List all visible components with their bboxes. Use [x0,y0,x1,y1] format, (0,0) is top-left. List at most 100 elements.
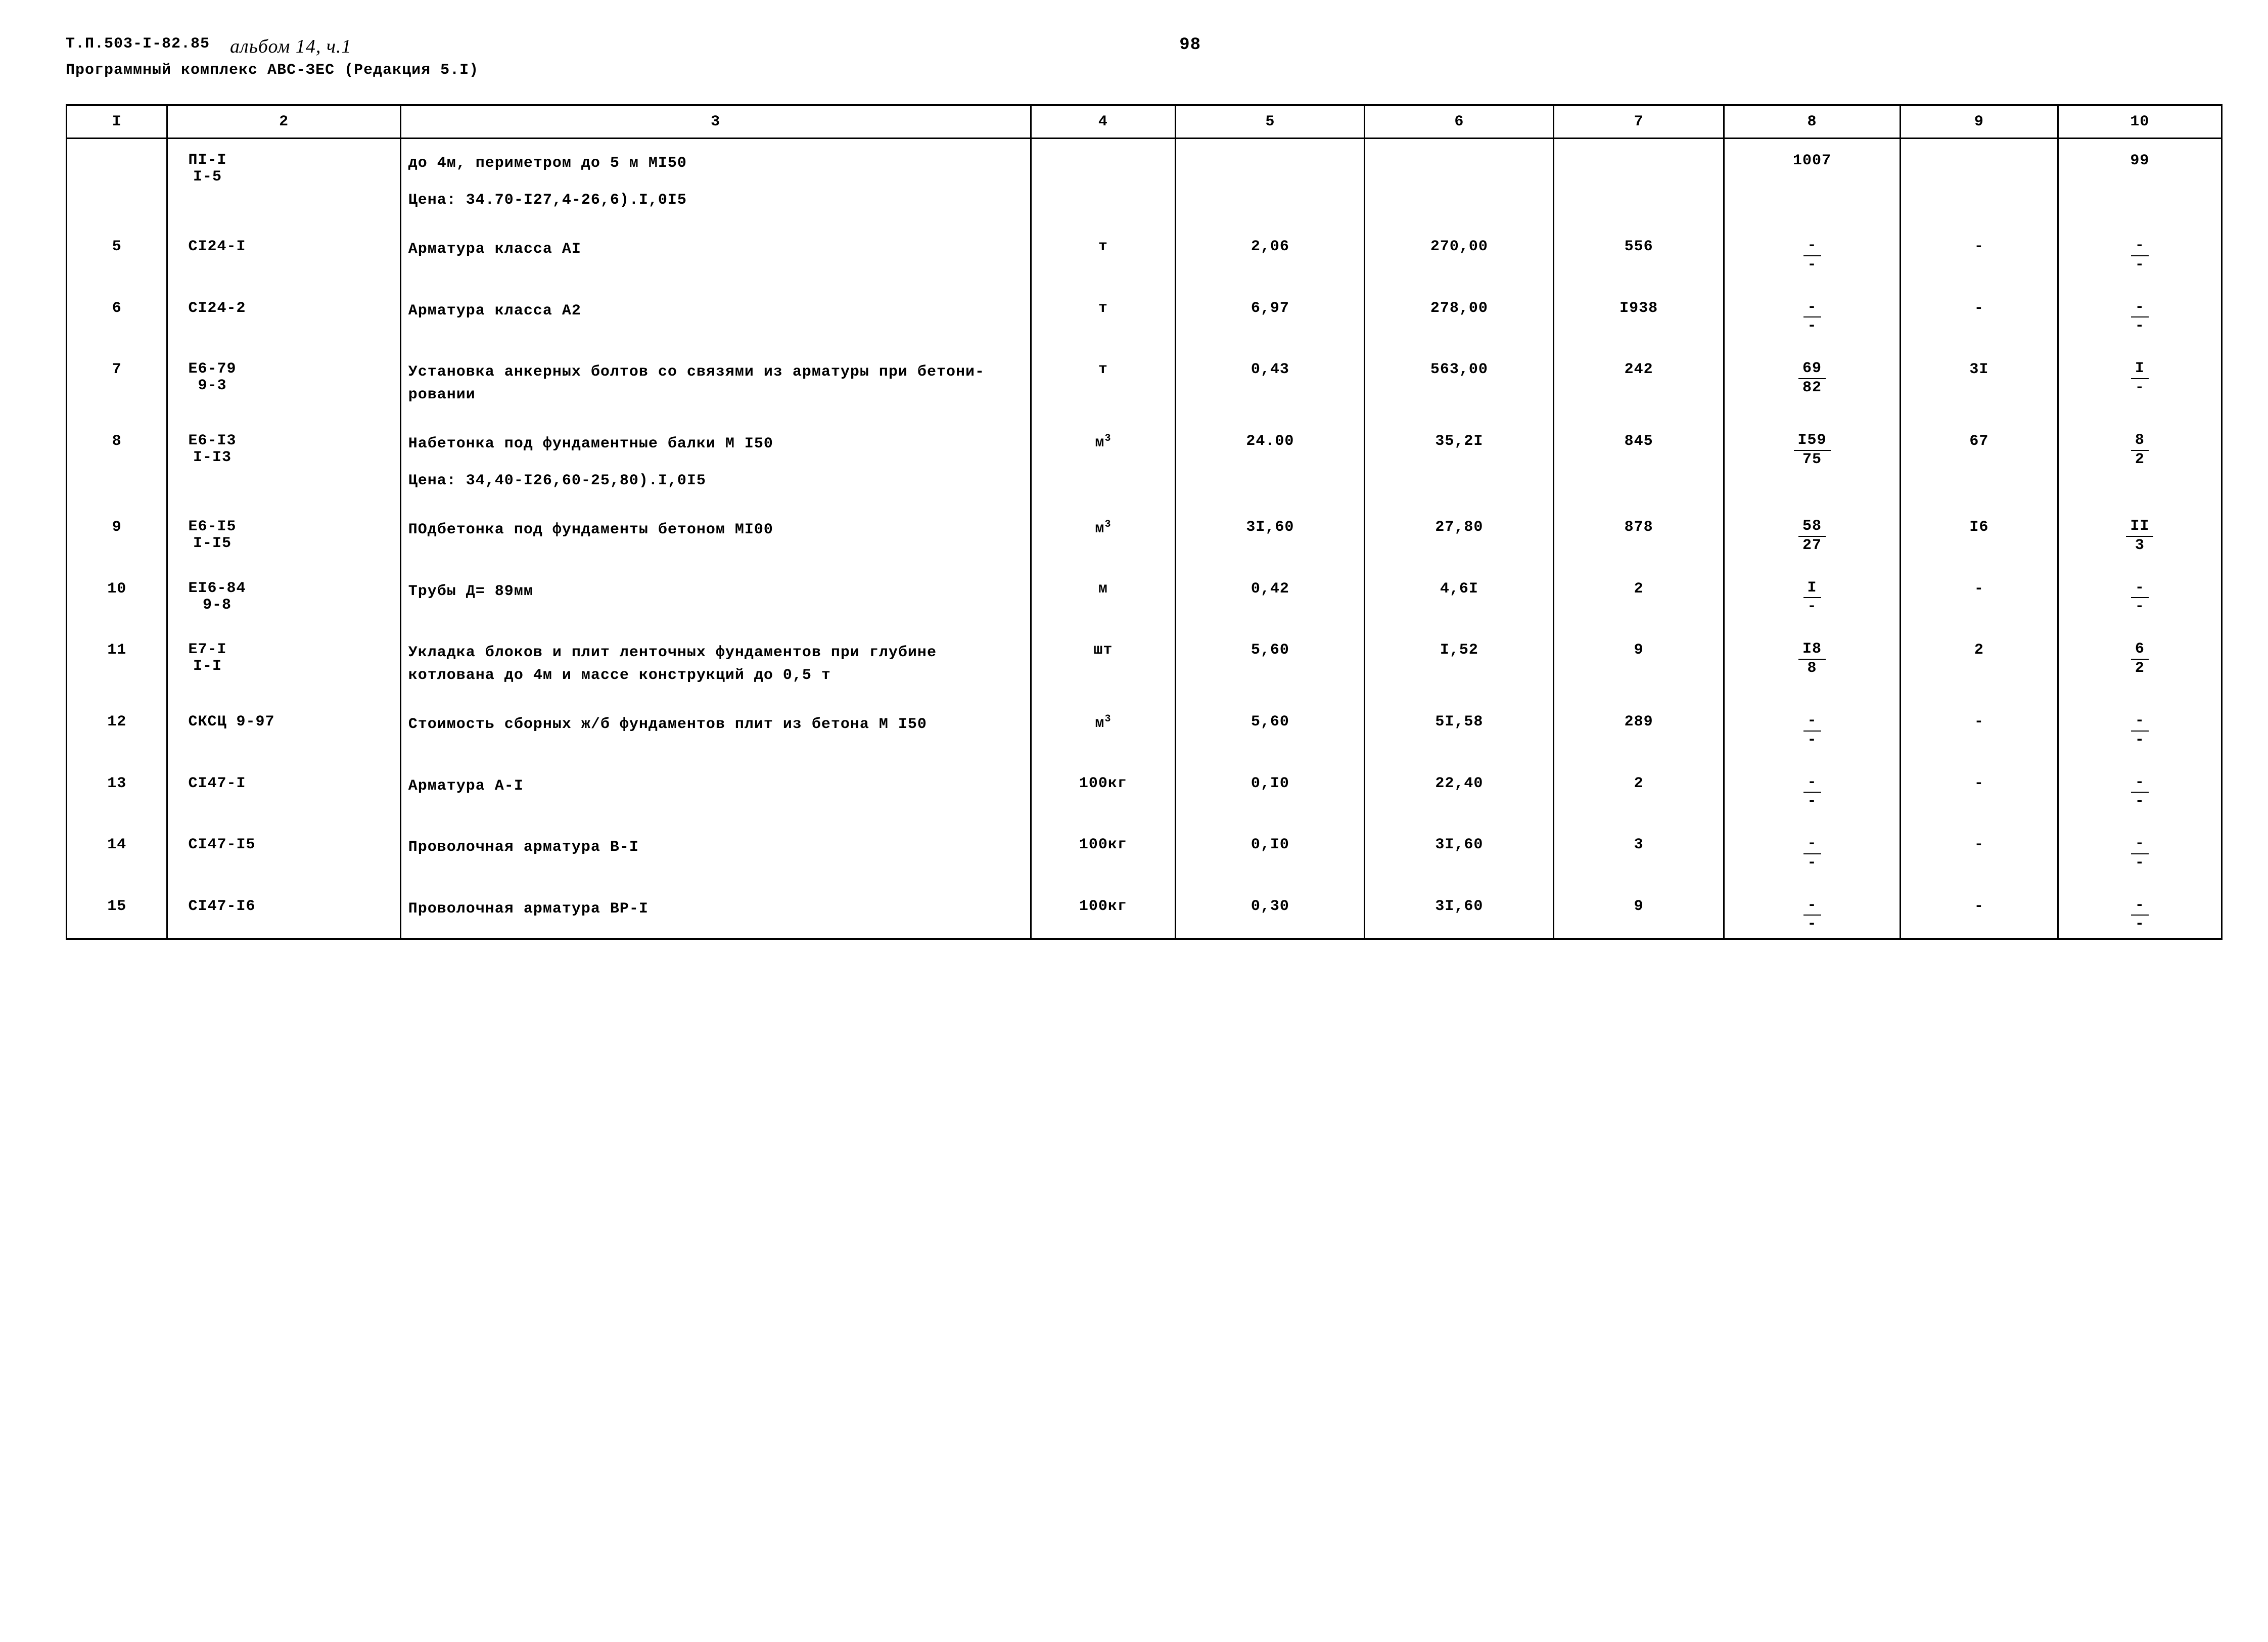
table-cell: 563,00 [1365,340,1554,412]
table-cell: 278,00 [1365,279,1554,340]
col-header: 7 [1554,105,1724,139]
table-cell: -- [1724,877,1901,939]
table-cell: 62 [2058,620,2221,692]
col-header: 3 [400,105,1031,139]
table-cell: 2,06 [1176,217,1365,279]
table-cell: 5,60 [1176,692,1365,754]
doc-subtitle: Программный комплекс АВС-ЗЕС (Редакция 5… [66,62,2223,79]
table-cell: 0,42 [1176,559,1365,621]
table-cell: -- [1724,279,1901,340]
table-cell: I,52 [1365,620,1554,692]
row-num-cell: 8 [67,412,167,497]
table-cell: 99 [2058,139,2221,217]
table-row: 8Е6-I3I-I3Набетонка под фундаментные бал… [67,412,2222,497]
table-cell: -- [2058,877,2221,939]
table-cell: II3 [2058,497,2221,559]
table-cell: 6,97 [1176,279,1365,340]
unit-cell: т [1031,340,1176,412]
table-cell: - [1901,815,2058,877]
row-num-cell [67,139,167,217]
table-cell: -- [2058,815,2221,877]
table-row: ПI-II-5до 4м, периметром до 5 м МI50Цена… [67,139,2222,217]
table-cell: 2 [1901,620,2058,692]
table-row: 5СI24-IАрматура класса АIт2,06270,00556-… [67,217,2222,279]
table-cell: 2 [1554,559,1724,621]
desc-cell: Проволочная арматура ВР-I [400,877,1031,939]
table-cell: 22,40 [1365,754,1554,815]
code-cell: ПI-II-5 [167,139,400,217]
desc-cell: Проволочная арматура В-I [400,815,1031,877]
table-cell: 9 [1554,620,1724,692]
table-cell: I938 [1554,279,1724,340]
table-cell: - [1901,279,2058,340]
table-cell: -- [2058,279,2221,340]
code-cell: Е7-II-I [167,620,400,692]
table-cell: -- [1724,815,1901,877]
table-cell: 0,I0 [1176,754,1365,815]
table-row: 12СКСЦ 9-97Стоимость сборных ж/б фундаме… [67,692,2222,754]
table-row: 7Е6-799-3Установка анкерных болтов со св… [67,340,2222,412]
unit-cell: м3 [1031,412,1176,497]
table-cell: 242 [1554,340,1724,412]
desc-cell: Арматура класса АI [400,217,1031,279]
table-cell [1554,139,1724,217]
album-label: альбом 14, ч.1 [230,35,351,58]
desc-cell: Арматура класса А2 [400,279,1031,340]
row-num-cell: 7 [67,340,167,412]
row-num-cell: 10 [67,559,167,621]
desc-cell: Набетонка под фундаментные балки М I50Це… [400,412,1031,497]
code-cell: СI24-I [167,217,400,279]
table-cell [1176,139,1365,217]
table-row: 6СI24-2Арматура класса А2т6,97278,00I938… [67,279,2222,340]
col-header: 2 [167,105,400,139]
table-cell: 24.00 [1176,412,1365,497]
code-cell: СI24-2 [167,279,400,340]
col-header: 6 [1365,105,1554,139]
table-row: 15СI47-I6Проволочная арматура ВР-I100кг0… [67,877,2222,939]
table-cell: -- [1724,754,1901,815]
table-cell: 9 [1554,877,1724,939]
table-row: 11Е7-II-IУкладка блоков и плит ленточных… [67,620,2222,692]
row-num-cell: 13 [67,754,167,815]
col-header: 8 [1724,105,1901,139]
desc-cell: Укладка блоков и плит ленточных фундамен… [400,620,1031,692]
table-cell [1901,139,2058,217]
table-cell: 2 [1554,754,1724,815]
table-cell: -- [1724,217,1901,279]
table-cell [1365,139,1554,217]
table-cell: 270,00 [1365,217,1554,279]
row-num-cell: 12 [67,692,167,754]
row-num-cell: 9 [67,497,167,559]
code-cell: СКСЦ 9-97 [167,692,400,754]
table-header-row: I 2 3 4 5 6 7 8 9 10 [67,105,2222,139]
table-cell: -- [2058,217,2221,279]
code-cell: Е6-799-3 [167,340,400,412]
table-cell: 82 [2058,412,2221,497]
table-cell: 556 [1554,217,1724,279]
table-cell: - [1901,877,2058,939]
table-cell: I88 [1724,620,1901,692]
table-cell: - [1901,217,2058,279]
code-cell: Е6-I5I-I5 [167,497,400,559]
table-row: 13СI47-IАрматура А-I100кг0,I022,402----- [67,754,2222,815]
estimate-table: I 2 3 4 5 6 7 8 9 10 ПI-II-5до 4м, перим… [66,104,2223,940]
code-cell: СI47-I [167,754,400,815]
table-cell: 5827 [1724,497,1901,559]
desc-cell: ПОдбетонка под фундаменты бетоном МI00 [400,497,1031,559]
row-num-cell: 11 [67,620,167,692]
table-cell: I5975 [1724,412,1901,497]
page-number: 98 [1179,35,1201,55]
table-row: 9Е6-I5I-I5ПОдбетонка под фундаменты бето… [67,497,2222,559]
table-cell: I- [1724,559,1901,621]
table-cell: 3I [1901,340,2058,412]
table-cell: 6982 [1724,340,1901,412]
table-cell: I- [2058,340,2221,412]
table-cell: 1007 [1724,139,1901,217]
table-cell: 0,30 [1176,877,1365,939]
code-cell: СI47-I6 [167,877,400,939]
table-cell: 845 [1554,412,1724,497]
row-num-cell: 6 [67,279,167,340]
table-cell: - [1901,559,2058,621]
desc-cell: Арматура А-I [400,754,1031,815]
table-cell: 67 [1901,412,2058,497]
